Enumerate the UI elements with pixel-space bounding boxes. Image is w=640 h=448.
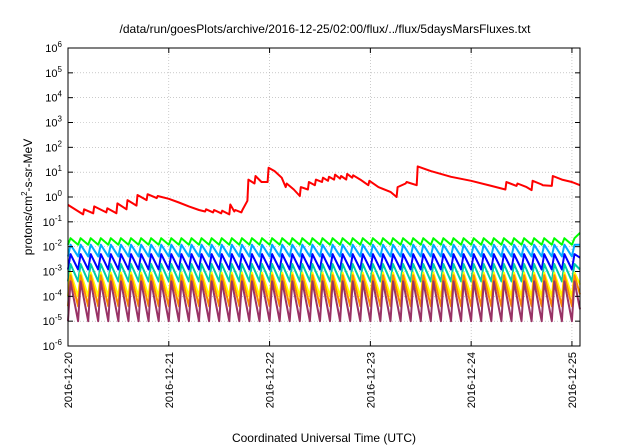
series-line-2 bbox=[67, 232, 581, 246]
y-tick-label: 10-1 bbox=[43, 214, 63, 229]
y-tick-label: 10-3 bbox=[43, 264, 63, 279]
x-tick-label: 2016-12-20 bbox=[63, 352, 75, 408]
y-tick-label: 102 bbox=[45, 139, 62, 154]
plot-lines bbox=[67, 165, 581, 323]
y-axis-label: protons/cm2-s-sr-MeV bbox=[20, 139, 35, 255]
series-line-7 bbox=[67, 274, 581, 308]
series-line-6 bbox=[67, 271, 581, 298]
chart-title: /data/run/goesPlots/archive/2016-12-25/0… bbox=[120, 22, 532, 36]
y-tick-label: 10-6 bbox=[43, 338, 63, 353]
series-line-3 bbox=[67, 243, 580, 258]
y-tick-label: 10-2 bbox=[43, 239, 63, 254]
x-axis: 2016-12-20 2016-12-21 2016-12-22 2016-12-23… bbox=[63, 48, 579, 408]
x-axis-label: Coordinated Universal Time (UTC) bbox=[232, 431, 416, 445]
series-line-1 bbox=[67, 165, 581, 216]
y-tick-label: 100 bbox=[45, 189, 62, 204]
y-tick-label: 104 bbox=[45, 90, 62, 105]
series-line-8 bbox=[67, 280, 581, 323]
y-tick-label: 10-5 bbox=[43, 313, 63, 328]
x-tick-label: 2016-12-21 bbox=[164, 352, 176, 408]
x-tick-label: 2016-12-23 bbox=[365, 352, 377, 408]
x-tick-label: 2016-12-24 bbox=[466, 352, 478, 408]
y-tick-label: 101 bbox=[45, 164, 62, 179]
series-line-5 bbox=[67, 263, 581, 283]
x-tick-label: 2016-12-25 bbox=[567, 352, 579, 408]
y-tick-label: 103 bbox=[45, 115, 62, 130]
x-tick-label: 2016-12-22 bbox=[265, 352, 277, 408]
y-tick-label: 105 bbox=[45, 65, 62, 80]
y-tick-label: 106 bbox=[45, 40, 62, 55]
series-line-4 bbox=[67, 253, 581, 271]
y-tick-label: 10-4 bbox=[43, 288, 63, 303]
y-axis: 10-6 10-5 10-4 10-3 10-2 10-1 100 101 102 103 104 1… bbox=[43, 40, 580, 353]
